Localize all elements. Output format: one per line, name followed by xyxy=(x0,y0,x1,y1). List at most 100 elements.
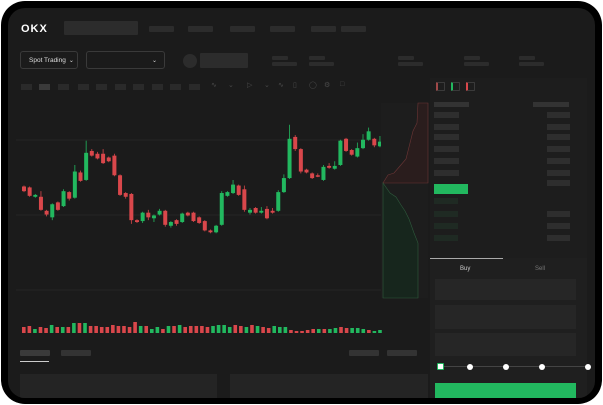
candle-body xyxy=(338,140,343,165)
nav-item[interactable] xyxy=(149,26,174,32)
timeframe-button[interactable] xyxy=(170,84,181,90)
pair-dropdown[interactable]: ⌄ xyxy=(86,51,165,69)
candle-body xyxy=(61,191,66,207)
orders-panel xyxy=(20,374,217,398)
timeframe-button[interactable] xyxy=(152,84,163,90)
stat-value xyxy=(309,62,334,66)
depth-bids-area xyxy=(382,182,419,299)
candle-body xyxy=(281,178,286,193)
candle-body xyxy=(372,138,377,146)
candle-body xyxy=(259,210,264,213)
volume-bar xyxy=(99,327,104,333)
candle-body xyxy=(208,230,213,233)
timeframe-button[interactable] xyxy=(133,84,144,90)
tab-buy[interactable]: Buy xyxy=(460,266,471,272)
volume-bar xyxy=(350,328,354,333)
volume-bar xyxy=(283,327,288,333)
okx-logo[interactable]: OKX xyxy=(21,23,48,35)
volume-bar xyxy=(55,327,59,333)
order-book-asks-icon[interactable] xyxy=(466,82,475,91)
volume-bar xyxy=(378,330,382,333)
candle-body xyxy=(33,194,38,197)
chevron-down-icon[interactable]: ⌄ xyxy=(228,82,234,89)
candle-body xyxy=(168,222,173,226)
bid-price xyxy=(434,235,458,241)
candlestick-chart[interactable] xyxy=(8,93,430,338)
volume-bar xyxy=(355,328,360,333)
volume-bar xyxy=(44,328,48,333)
candle-body xyxy=(332,165,337,169)
fullscreen-icon[interactable]: □ xyxy=(340,81,345,88)
candle-body xyxy=(214,225,219,233)
volume-bar xyxy=(116,326,121,333)
volume-bar xyxy=(88,326,93,333)
slider-stop-25[interactable] xyxy=(467,364,473,370)
buy-button[interactable] xyxy=(435,383,576,398)
candle-body xyxy=(377,141,382,147)
ask-amount xyxy=(547,180,570,186)
draw-tool-icon[interactable]: ▷ xyxy=(247,82,253,89)
filter-button[interactable] xyxy=(349,350,379,356)
ask-price xyxy=(434,134,459,140)
chevron-down-icon: ⌄ xyxy=(68,57,74,64)
nav-item[interactable] xyxy=(230,26,255,32)
slider-stop-100[interactable] xyxy=(585,364,591,370)
nav-item[interactable] xyxy=(188,26,213,32)
chevron-down-icon[interactable]: ⌄ xyxy=(264,82,270,89)
candle-body xyxy=(67,192,72,199)
slider-handle[interactable] xyxy=(437,363,444,370)
order-book-bids-icon[interactable] xyxy=(451,82,460,91)
nav-item[interactable] xyxy=(341,26,366,32)
candle-body xyxy=(27,187,32,196)
volume-bar xyxy=(227,327,232,333)
bid-price xyxy=(434,211,458,217)
candle-body xyxy=(185,212,190,216)
volume-bar xyxy=(372,331,377,333)
total-input[interactable] xyxy=(435,333,576,356)
tab-order-history[interactable] xyxy=(61,350,91,356)
volume-bar xyxy=(144,326,149,333)
candle-body xyxy=(270,210,275,213)
chevron-down-icon: ⌄ xyxy=(151,57,157,64)
volume-bar xyxy=(166,326,171,333)
nav-item[interactable] xyxy=(270,26,295,32)
filter-button[interactable] xyxy=(387,350,417,356)
settings-icon[interactable]: ⚙ xyxy=(324,82,331,89)
indicator-icon[interactable]: ∿ xyxy=(211,82,217,89)
order-book-header-price xyxy=(434,102,469,107)
timeframe-button[interactable] xyxy=(96,84,107,90)
nav-item[interactable] xyxy=(311,26,336,32)
timeframe-button[interactable] xyxy=(189,84,200,90)
ask-amount xyxy=(547,112,570,118)
volume-bar xyxy=(66,327,71,333)
candle-body xyxy=(361,139,365,149)
line-tool-icon[interactable]: ∿ xyxy=(278,82,284,89)
timeframe-button[interactable] xyxy=(21,84,32,90)
tab-open-orders[interactable] xyxy=(20,350,50,356)
order-book-header-amount xyxy=(533,102,569,107)
volume-bar xyxy=(188,326,193,333)
ruler-icon[interactable]: ▯ xyxy=(293,82,297,89)
candle-body xyxy=(310,173,315,179)
ask-price xyxy=(434,158,459,164)
search-bar[interactable] xyxy=(64,21,138,35)
candle-body xyxy=(157,210,162,215)
slider-stop-75[interactable] xyxy=(539,364,545,370)
timeframe-button[interactable] xyxy=(115,84,126,90)
candle-body xyxy=(72,171,77,198)
amount-slider-track[interactable] xyxy=(439,366,589,367)
candle-body xyxy=(84,152,89,180)
price-input[interactable] xyxy=(435,279,576,300)
timeframe-button[interactable] xyxy=(78,84,89,90)
camera-icon[interactable]: ◯ xyxy=(309,82,317,89)
tab-sell[interactable]: Sell xyxy=(535,266,546,272)
market-selector-button[interactable]: Spot Trading ⌄ xyxy=(20,51,78,69)
slider-stop-50[interactable] xyxy=(503,364,509,370)
stat-value xyxy=(519,62,544,66)
order-book-both-icon[interactable] xyxy=(436,82,445,91)
timeframe-button[interactable] xyxy=(58,84,69,90)
amount-input[interactable] xyxy=(435,305,576,329)
candle-body xyxy=(225,192,230,196)
timeframe-button-active[interactable] xyxy=(39,84,50,90)
candle-body xyxy=(293,136,298,150)
